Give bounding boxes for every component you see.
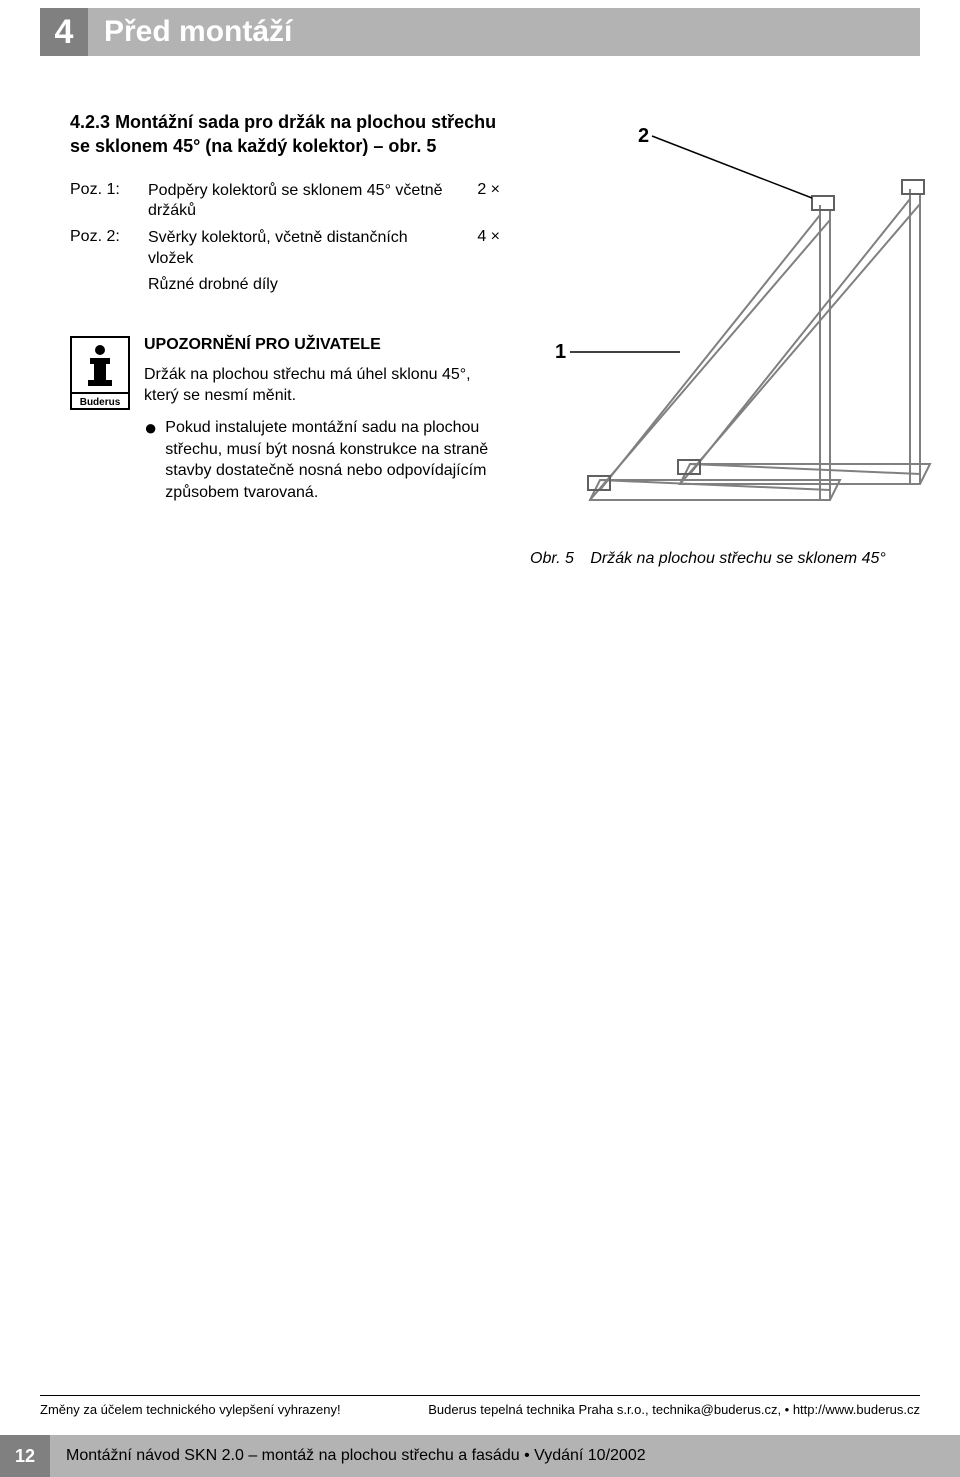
note-bullet-text: Pokud instalujete montážní sadu na ploch… [165, 417, 500, 503]
figure-number: Obr. 5 [530, 550, 574, 567]
section-title-line2: se sklonem 45° (na každý kolektor) – obr… [70, 136, 436, 156]
right-column: 1 2 Obr. 5 Držák na plochou střechu se s… [530, 110, 920, 513]
bracket-diagram: 1 2 [530, 110, 960, 530]
position-label: Poz. 2: [70, 228, 138, 270]
section-number: 4.2.3 [70, 112, 110, 132]
footer-bar: 12 Montážní návod SKN 2.0 – montáž na pl… [0, 1435, 960, 1477]
section-title: 4.2.3 Montážní sada pro držák na plochou… [70, 110, 500, 159]
figure-caption: Obr. 5 Držák na plochou střechu se sklon… [530, 550, 886, 568]
chapter-number: 4 [40, 8, 88, 56]
main-content: 4.2.3 Montážní sada pro držák na plochou… [70, 110, 920, 513]
position-desc: Podpěry kolektorů se sklonem 45° včetně … [148, 181, 450, 223]
note-heading: UPOZORNĚNÍ PRO UŽIVATELE [144, 336, 500, 354]
position-desc: Svěrky kolektorů, včetně distančních vlo… [148, 228, 450, 270]
chapter-header: 4 Před montáží [40, 8, 920, 56]
bullet-icon: ● [144, 417, 157, 513]
section-title-line1: Montážní sada pro držák na plochou střec… [115, 112, 496, 132]
footer-line: Změny za účelem technického vylepšení vy… [40, 1395, 920, 1417]
footer-title: Montážní návod SKN 2.0 – montáž na ploch… [50, 1435, 960, 1477]
figure-text: Držák na plochou střechu se sklonem 45° [590, 550, 885, 567]
left-column: 4.2.3 Montážní sada pro držák na plochou… [70, 110, 500, 513]
page: 4 Před montáží 4.2.3 Montážní sada pro d… [0, 0, 960, 1477]
misc-parts: Různé drobné díly [148, 276, 500, 294]
user-note: Buderus UPOZORNĚNÍ PRO UŽIVATELE Držák n… [70, 336, 500, 514]
position-row: Poz. 1: Podpěry kolektorů se sklonem 45°… [70, 181, 500, 223]
brand-label: Buderus [80, 397, 121, 408]
page-number: 12 [0, 1435, 50, 1477]
note-body: UPOZORNĚNÍ PRO UŽIVATELE Držák na plocho… [144, 336, 500, 514]
note-line1: Držák na plochou střechu má úhel sklonu … [144, 364, 500, 407]
position-qty: 4 × [460, 228, 500, 270]
position-row: Poz. 2: Svěrky kolektorů, včetně distanč… [70, 228, 500, 270]
footer-left: Změny za účelem technického vylepšení vy… [40, 1402, 341, 1417]
footer-right: Buderus tepelná technika Praha s.r.o., t… [428, 1402, 920, 1417]
info-icon: Buderus [70, 336, 130, 514]
note-bullet: ● Pokud instalujete montážní sadu na plo… [144, 417, 500, 513]
position-qty: 2 × [460, 181, 500, 223]
position-label: Poz. 1: [70, 181, 138, 223]
callout-1: 1 [555, 341, 566, 363]
callout-2: 2 [638, 125, 649, 147]
chapter-title: Před montáží [88, 8, 920, 56]
